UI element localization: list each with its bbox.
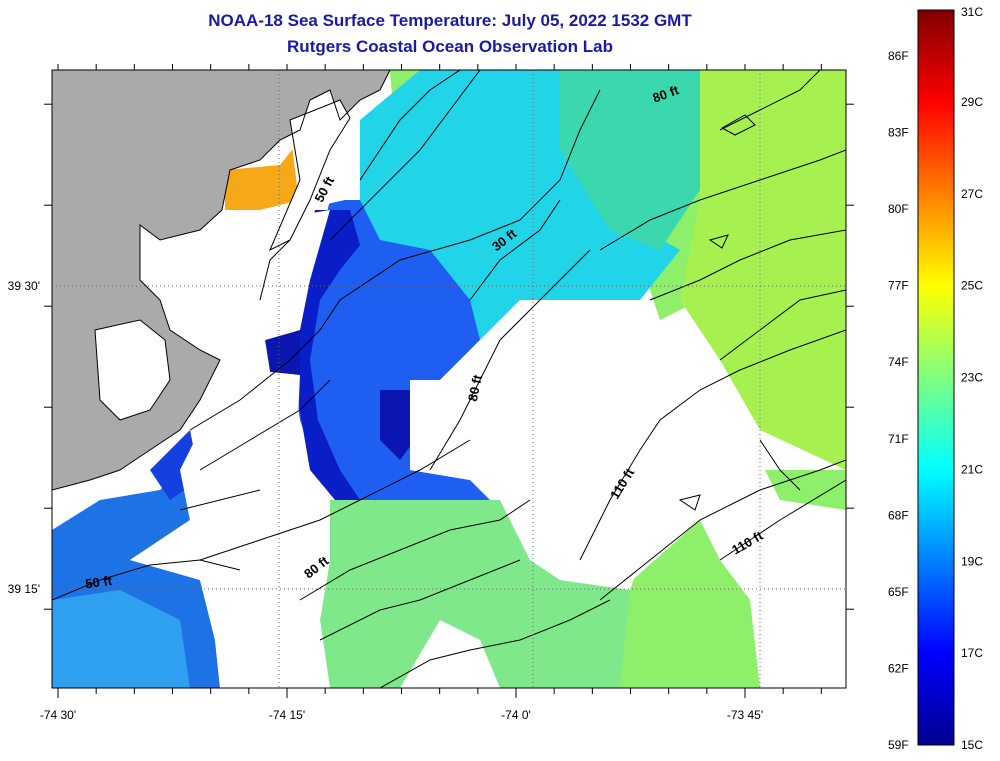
land-barrier-island: [270, 100, 350, 250]
contour-line: [379, 599, 611, 688]
contour-line: [599, 149, 846, 251]
colorbar-celsius-label: 15C: [961, 738, 983, 752]
colorbar-fahrenheit-label: 65F: [888, 585, 909, 599]
axis-ticks: [44, 64, 854, 698]
graticule: [52, 70, 846, 688]
contour-line: [708, 234, 729, 249]
sst-region-green-south: [320, 500, 630, 688]
map-subtitle: Rutgers Coastal Ocean Observation Lab: [287, 37, 613, 56]
cloud-mask-south: [430, 620, 500, 688]
colorbar-celsius-label: 27C: [961, 187, 983, 201]
contour-line: [329, 70, 481, 241]
colorbar-celsius-label: 23C: [961, 371, 983, 385]
coastline: [52, 70, 391, 491]
colorbar: [917, 9, 955, 746]
contour-line: [339, 89, 601, 301]
sst-region-blue-coast: [290, 200, 490, 500]
cloud-mask-east: [680, 430, 846, 688]
sst-region-darkblue-patch2: [265, 330, 300, 375]
colorbar-fahrenheit-label: 59F: [888, 738, 909, 752]
colorbar-fahrenheit-label: 74F: [888, 355, 909, 369]
colorbar-celsius-label: 29C: [961, 95, 983, 109]
cloud-mask-central: [410, 300, 700, 590]
contour-line: [720, 114, 756, 136]
contour-line: [319, 559, 521, 641]
colorbar-fahrenheit-label: 68F: [888, 508, 909, 522]
contour-line: [52, 559, 241, 601]
sst-region-teal: [560, 70, 700, 250]
sst-region-darkblue: [298, 210, 360, 500]
colorbar-fahrenheit-label: 71F: [888, 432, 909, 446]
map-frame: [51, 69, 847, 689]
sst-field: [52, 70, 846, 688]
contour-line: [459, 339, 501, 421]
coastline-marsh: [94, 319, 171, 421]
colorbar-celsius-label: 19C: [961, 554, 983, 568]
contour-line: [759, 439, 801, 491]
x-tick-label: -74 30': [40, 708, 76, 722]
colorbar-fahrenheit-label: 62F: [888, 661, 909, 675]
contour-line: [678, 494, 701, 511]
contour-line: [469, 199, 561, 301]
x-tick-label: -74 0': [501, 708, 531, 722]
contour-line: [429, 419, 461, 471]
colorbar-celsius-label: 21C: [961, 462, 983, 476]
sst-region-cyan-southwest: [52, 590, 190, 688]
coastline-barrier: [269, 99, 351, 252]
sst-region-yellowgreen-east: [680, 70, 846, 470]
colorbar-fahrenheit-label: 80F: [888, 202, 909, 216]
colorbar-fahrenheit-label: 77F: [888, 279, 909, 293]
contour-line: [199, 379, 331, 471]
contour-label: 50 ft: [84, 573, 113, 592]
x-tick-label: -74 15': [269, 708, 305, 722]
cloud-mask-west: [130, 210, 330, 688]
sst-region-darkblue-patch: [380, 390, 415, 460]
contour-line: [719, 289, 846, 361]
bathymetry-contours: [52, 70, 846, 688]
contour-label: 80 ft: [381, 731, 411, 753]
contour-label: 80 ft: [465, 373, 485, 403]
contour-line: [259, 239, 291, 301]
contour-line: [189, 299, 341, 431]
colorbar-fahrenheit-label: 83F: [888, 126, 909, 140]
contour-line: [649, 229, 846, 301]
y-tick-label: 39 15': [8, 582, 40, 596]
contour-line: [719, 70, 821, 131]
colorbar-celsius-label: 25C: [961, 279, 983, 293]
contour-line: [359, 70, 461, 181]
x-tick-label: -73 45': [727, 708, 763, 722]
colorbar-celsius-label: 31C: [961, 5, 983, 19]
map-title: NOAA-18 Sea Surface Temperature: July 05…: [208, 11, 692, 30]
contour-line: [199, 439, 471, 561]
contour-line: [599, 459, 846, 601]
y-tick-label: 39 30': [8, 279, 40, 293]
land-shore-white: [95, 320, 170, 420]
colorbar-labels: 31C 29C 27C 25C 23C 21C 19C 17C 15C 86F 83F 80F 77F 7…: [888, 5, 983, 752]
contour-line: [299, 499, 531, 601]
colorbar-fahrenheit-label: 86F: [888, 49, 909, 63]
axis-labels: -74 30' -74 15' -74 0' -73 45' 39 30' 39 15': [8, 279, 763, 722]
colorbar-celsius-label: 17C: [961, 646, 983, 660]
contour-line: [179, 489, 261, 511]
contour-line: [579, 329, 846, 561]
contour-line: [719, 479, 846, 561]
contour-line: [499, 249, 591, 341]
